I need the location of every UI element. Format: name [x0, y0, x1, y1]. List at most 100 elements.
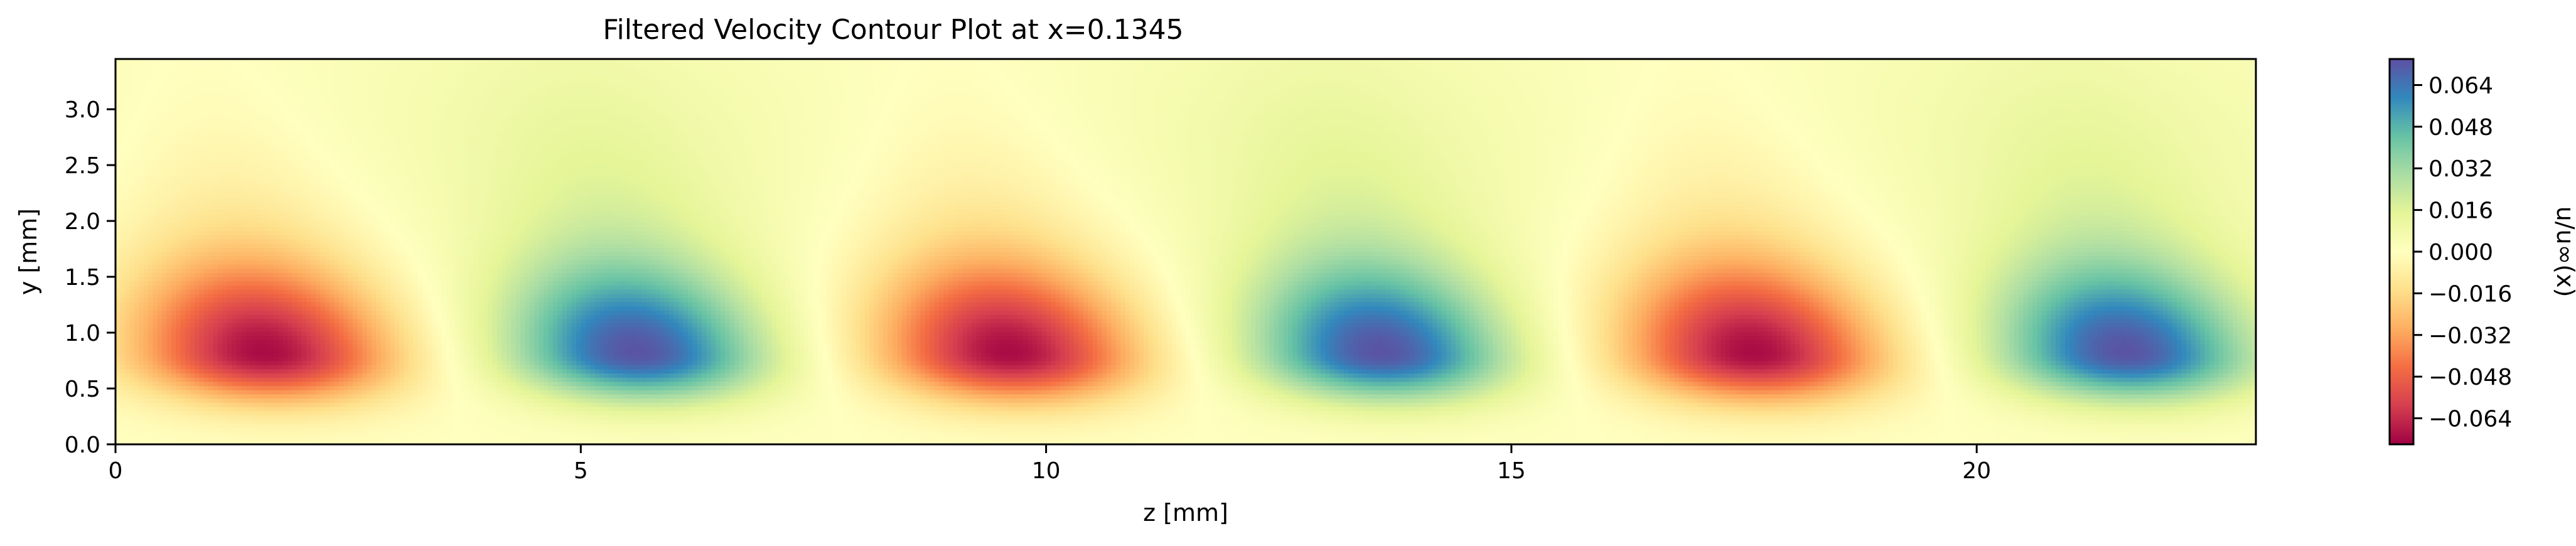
heatmap-cell — [371, 423, 377, 428]
heatmap-cell — [1628, 415, 1633, 420]
heatmap-cell — [157, 423, 163, 428]
heatmap-cell — [148, 427, 153, 432]
heatmap-cell — [990, 419, 996, 424]
heatmap-cell — [134, 440, 139, 445]
heatmap-cell — [1902, 402, 1908, 407]
heatmap-cell — [115, 427, 121, 432]
heatmap-cell — [734, 406, 739, 412]
heatmap-cell — [1660, 398, 1666, 403]
heatmap-cell — [766, 436, 772, 441]
heatmap-cell — [1334, 423, 1340, 428]
heatmap-cell — [367, 440, 372, 445]
heatmap-cell — [1683, 431, 1689, 437]
heatmap-cell — [1879, 440, 1884, 445]
heatmap-cell — [1130, 436, 1135, 441]
heatmap-cell — [1162, 436, 1167, 441]
heatmap-cell — [1144, 406, 1149, 412]
heatmap-cell — [962, 406, 968, 412]
heatmap-cell — [758, 410, 763, 415]
heatmap-cell — [1194, 398, 1200, 403]
heatmap-cell — [315, 406, 321, 412]
heatmap-cell — [1767, 410, 1773, 415]
heatmap-cell — [1348, 419, 1354, 424]
heatmap-cell — [1604, 415, 1610, 420]
heatmap-cell — [1148, 398, 1154, 403]
heatmap-cell — [409, 431, 414, 437]
heatmap-cell — [1832, 406, 1838, 412]
heatmap-cell — [594, 415, 600, 420]
heatmap-cell — [1837, 427, 1842, 432]
heatmap-cell — [1381, 410, 1387, 415]
heatmap-cell — [1218, 419, 1223, 424]
heatmap-cell — [702, 427, 707, 432]
heatmap-cell — [2009, 423, 2015, 428]
heatmap-cell — [1516, 431, 1521, 437]
heatmap-cell — [2149, 423, 2154, 428]
heatmap-cell — [511, 398, 517, 403]
heatmap-cell — [980, 440, 986, 445]
heatmap-cell — [1548, 398, 1554, 403]
heatmap-cell — [1669, 436, 1675, 441]
heatmap-cell — [1241, 415, 1247, 420]
heatmap-cell — [920, 423, 926, 428]
heatmap-cell — [1702, 423, 1707, 428]
heatmap-cell — [1604, 419, 1610, 424]
heatmap-cell — [1865, 440, 1870, 445]
heatmap-cell — [520, 427, 525, 432]
heatmap-cell — [1632, 436, 1638, 441]
heatmap-cell — [655, 436, 660, 441]
heatmap-cell — [702, 431, 707, 437]
heatmap-cell — [897, 436, 903, 441]
heatmap-cell — [1804, 419, 1810, 424]
heatmap-cell — [739, 406, 744, 412]
heatmap-cell — [488, 431, 493, 437]
heatmap-cell — [613, 402, 619, 407]
heatmap-cell — [2144, 410, 2150, 415]
heatmap-cell — [664, 406, 670, 412]
heatmap-cell — [2097, 440, 2103, 445]
heatmap-cell — [953, 419, 958, 424]
heatmap-cell — [939, 440, 945, 445]
heatmap-cell — [1590, 440, 1596, 445]
heatmap-cell — [1320, 431, 1326, 437]
heatmap-cell — [2032, 440, 2038, 445]
heatmap-cell — [1925, 402, 1931, 407]
heatmap-cell — [1497, 415, 1503, 420]
heatmap-cell — [1776, 440, 1782, 445]
heatmap-cell — [790, 415, 795, 420]
heatmap-cell — [362, 423, 367, 428]
heatmap-cell — [1669, 419, 1675, 424]
heatmap-cell — [2106, 423, 2112, 428]
heatmap-cell — [892, 431, 898, 437]
heatmap-cell — [1986, 402, 1992, 407]
heatmap-cell — [1944, 398, 1950, 403]
heatmap-cell — [1414, 436, 1419, 441]
heatmap-cell — [483, 436, 488, 441]
heatmap-cell — [1013, 406, 1019, 412]
heatmap-cell — [1813, 427, 1819, 432]
heatmap-cell — [1776, 427, 1782, 432]
heatmap-cell — [1614, 419, 1619, 424]
heatmap-cell — [1204, 431, 1210, 437]
heatmap-cell — [711, 427, 716, 432]
heatmap-cell — [920, 410, 926, 415]
heatmap-cell — [1516, 402, 1521, 407]
heatmap-cell — [1348, 410, 1354, 415]
heatmap-cell — [2000, 402, 2005, 407]
heatmap-cell — [1265, 398, 1270, 403]
heatmap-cell — [2241, 410, 2247, 415]
heatmap-cell — [557, 431, 563, 437]
heatmap-cell — [613, 406, 619, 412]
heatmap-cell — [1022, 440, 1028, 445]
heatmap-cell — [567, 419, 572, 424]
heatmap-cell — [599, 427, 604, 432]
heatmap-cell — [1464, 419, 1470, 424]
heatmap-cell — [259, 440, 265, 445]
heatmap-cell — [557, 436, 563, 441]
heatmap-cell — [1558, 431, 1564, 437]
heatmap-cell — [636, 431, 642, 437]
heatmap-cell — [1004, 406, 1009, 412]
heatmap-cell — [1334, 431, 1340, 437]
heatmap-cell — [2153, 440, 2159, 445]
heatmap-cell — [120, 431, 126, 437]
